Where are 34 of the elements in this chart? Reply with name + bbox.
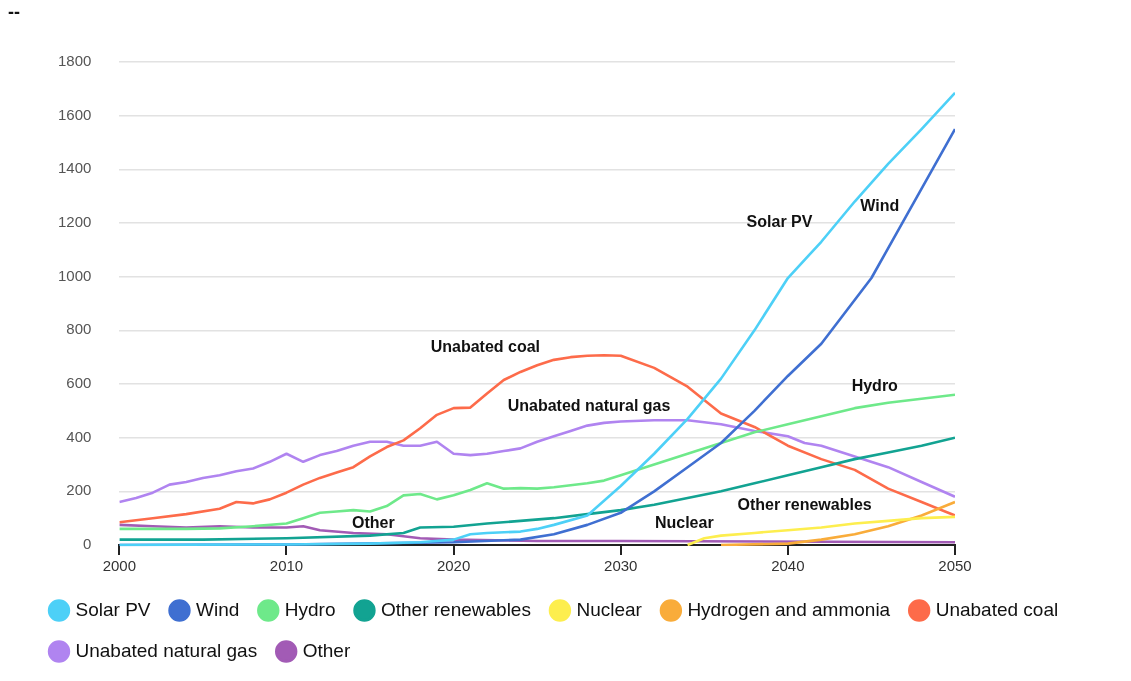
y-tick-label: 1600 — [57, 105, 92, 123]
text: -- — [8, 1, 20, 22]
legend-label: Other — [302, 639, 351, 661]
legend-label: Nuclear — [576, 598, 643, 620]
legend-label: Other renewables — [380, 598, 531, 620]
y-tick-label: 200 — [66, 481, 92, 499]
y-tick-label: 600 — [66, 374, 92, 392]
x-tick-label: 2010 — [269, 557, 304, 575]
x-tick-label: 2050 — [938, 557, 972, 575]
y-tick-label: 1000 — [57, 266, 92, 284]
x-tick-label: 2020 — [436, 557, 471, 575]
legend-label: Wind — [195, 598, 240, 620]
legend-label: Solar PV — [75, 598, 151, 620]
x-tick-label: 2000 — [102, 557, 137, 575]
y-tick-label: 1800 — [57, 52, 92, 70]
text: Unabated natural gas — [507, 397, 671, 415]
y-tick-label: 0 — [83, 535, 92, 553]
y-tick-label: 800 — [66, 320, 92, 338]
text: Unabated coal — [430, 338, 541, 356]
legend-label: Hydro — [284, 598, 336, 620]
text: Solar PV — [746, 212, 813, 230]
y-tick-label: 1400 — [57, 159, 92, 177]
text: Wind — [860, 197, 900, 215]
x-tick-label: 2040 — [771, 557, 805, 575]
text: Hydro — [851, 377, 898, 395]
legend-label: Unabated coal — [935, 598, 1059, 620]
legend-label: Hydrogen and ammonia — [687, 598, 891, 620]
text: Nuclear — [654, 513, 714, 531]
y-tick-label: 1200 — [57, 213, 92, 231]
y-tick-label: 400 — [66, 427, 92, 445]
text: Other renewables — [737, 496, 872, 514]
text: Other — [352, 513, 395, 531]
x-tick-label: 2030 — [604, 557, 638, 575]
legend-label: Unabated natural gas — [75, 639, 258, 661]
